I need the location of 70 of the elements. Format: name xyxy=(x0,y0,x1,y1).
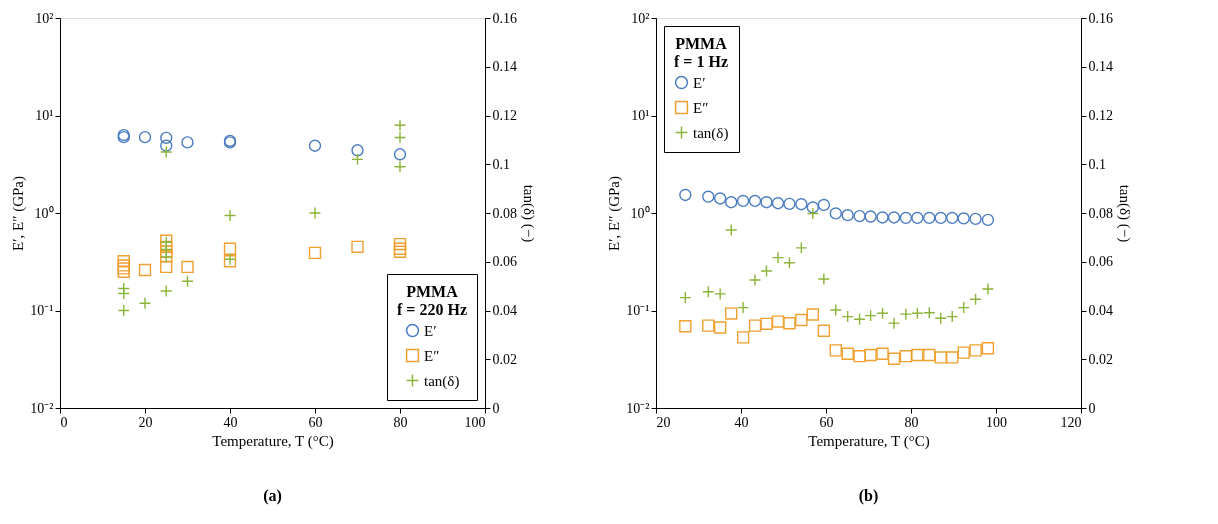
y-tick-label: 10¹ xyxy=(35,108,54,123)
text: (a) xyxy=(263,487,282,505)
legend-label: tan(δ) xyxy=(424,372,460,390)
point xyxy=(308,246,322,260)
point xyxy=(351,144,364,157)
y2-axis-title: tan(δ) (−) xyxy=(520,184,537,243)
x-tick-label: 0 xyxy=(60,414,68,430)
x-tick-label: 20 xyxy=(138,414,153,430)
y-tick-label: 10⁰ xyxy=(34,205,54,221)
y2-tick-label: 0.04 xyxy=(1088,303,1113,318)
point xyxy=(181,136,194,149)
legend-label: E′ xyxy=(424,322,437,339)
point xyxy=(351,240,364,253)
x-tick-label: 80 xyxy=(904,414,919,430)
legend-label: E′ xyxy=(693,74,706,91)
text: (b) xyxy=(858,487,879,505)
point xyxy=(138,130,152,144)
y-axis-title: E′, E″ (GPa) xyxy=(606,176,624,251)
x-axis-title: Temperature, T (°C) xyxy=(212,432,334,450)
x-tick-label: 100 xyxy=(986,414,1007,430)
x-tick-label: 100 xyxy=(464,414,486,430)
y2-tick-label: 0.08 xyxy=(492,205,517,221)
x-tick-label: 40 xyxy=(223,414,238,430)
point xyxy=(160,139,173,152)
x-tick-label: 60 xyxy=(819,414,834,430)
x-tick-label: 20 xyxy=(656,414,671,430)
y2-tick-label: 0.16 xyxy=(1088,10,1113,26)
legend-label: E″ xyxy=(424,347,440,364)
y2-tick-label: 0 xyxy=(492,400,500,416)
y2-tick-label: 0.06 xyxy=(1088,254,1113,270)
x-tick-label: 60 xyxy=(308,414,323,430)
y2-tick-label: 0.02 xyxy=(492,351,517,367)
x-tick-label: 80 xyxy=(393,414,408,430)
y-tick-label: 10⁻² xyxy=(626,400,650,416)
x-axis-title: Temperature, T (°C) xyxy=(808,432,930,450)
y2-tick-label: 0.06 xyxy=(492,254,517,270)
y2-tick-label: 0.14 xyxy=(1088,59,1113,75)
y2-tick-label: 0.12 xyxy=(492,108,517,123)
y2-tick-label: 0.12 xyxy=(1088,108,1113,123)
y-tick-label: 10⁻¹ xyxy=(30,303,54,318)
y2-tick-label: 0.02 xyxy=(1088,351,1113,367)
y2-axis-title: tan(δ) (−) xyxy=(1116,184,1133,243)
y2-tick-label: 0.1 xyxy=(492,156,510,172)
y-axis-title: E′, E″ (GPa) xyxy=(10,176,28,251)
y2-tick-label: 0.08 xyxy=(1088,205,1113,221)
y2-tick-label: 0.04 xyxy=(492,303,517,318)
x-tick-label: 40 xyxy=(734,414,749,430)
point xyxy=(393,148,407,161)
y-tick-label: 10⁻² xyxy=(30,400,54,416)
legend-title: PMMA f = 220 Hz xyxy=(397,283,467,318)
y2-tick-label: 0.1 xyxy=(1088,156,1106,172)
point xyxy=(181,260,194,274)
y-tick-label: 10⁻¹ xyxy=(626,303,650,318)
point xyxy=(393,237,407,251)
point xyxy=(160,260,173,274)
point xyxy=(308,139,322,152)
point xyxy=(160,131,173,145)
y-tick-label: 10² xyxy=(631,10,650,26)
point xyxy=(138,263,152,277)
y-tick-label: 10¹ xyxy=(631,108,650,123)
y2-tick-label: 0.14 xyxy=(492,59,517,75)
y-tick-label: 10⁰ xyxy=(630,205,650,221)
legend-label: E″ xyxy=(693,99,709,116)
point xyxy=(223,242,237,255)
y2-tick-label: 0 xyxy=(1088,400,1096,416)
legend-title: PMMA f = 1 Hz xyxy=(674,35,728,70)
x-tick-label: 120 xyxy=(1060,414,1082,430)
legend-label: tan(δ) xyxy=(693,124,729,142)
y2-tick-label: 0.16 xyxy=(492,10,517,26)
y-tick-label: 10² xyxy=(35,10,54,26)
